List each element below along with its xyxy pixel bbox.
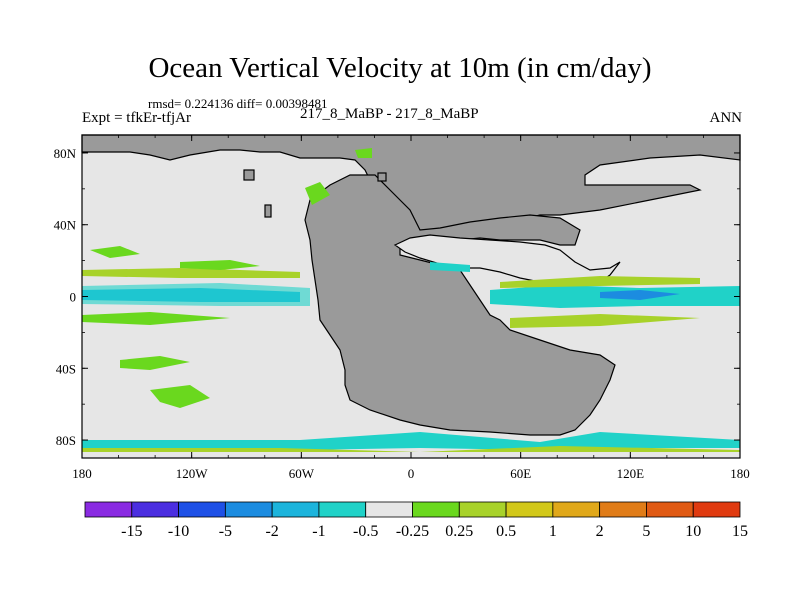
colorbar-label: -5 bbox=[219, 523, 232, 540]
island-2 bbox=[264, 204, 272, 218]
island-1 bbox=[243, 169, 255, 181]
tethys-patch bbox=[430, 262, 470, 272]
lat-tick-label: 40S bbox=[56, 361, 76, 376]
colorbar-swatch bbox=[84, 501, 133, 518]
lon-tick-label: 120E bbox=[617, 466, 645, 481]
colorbar-swatch bbox=[178, 501, 226, 518]
colorbar-label: -10 bbox=[168, 523, 189, 540]
north-pacific-patch bbox=[90, 246, 140, 258]
colorbar-swatch bbox=[412, 501, 460, 518]
map-panel bbox=[81, 134, 741, 459]
lon-tick-label: 60E bbox=[510, 466, 531, 481]
lon-tick-label: 0 bbox=[408, 466, 415, 481]
colorbar-label: -0.25 bbox=[396, 523, 429, 540]
equatorial-upwelling-west-inner bbox=[82, 283, 310, 306]
colorbar-swatch bbox=[224, 501, 273, 518]
colorbar: -15 -10 -5 -2 -1 -0.5 -0.25 0.25 0.5 1 2 5 10 15 bbox=[84, 501, 748, 540]
lon-tick-label: 180 bbox=[730, 466, 750, 481]
colorbar-swatch bbox=[318, 501, 367, 518]
southern-patch-2 bbox=[150, 385, 210, 408]
velocity-contours bbox=[82, 148, 740, 452]
plot-title: Ocean Vertical Velocity at 10m (in cm/da… bbox=[148, 52, 652, 84]
lat-tick-label: 80S bbox=[56, 433, 76, 448]
colorbar-swatch bbox=[692, 501, 741, 518]
lon-tick-label: 60W bbox=[289, 466, 315, 481]
land-masses bbox=[81, 134, 741, 436]
equatorial-upwelling-east-core bbox=[600, 290, 680, 300]
colorbar-swatch bbox=[271, 501, 320, 518]
colorbar-swatch bbox=[365, 501, 413, 518]
colorbar-label: -15 bbox=[121, 523, 142, 540]
lon-axis: 180 120W 60W 0 60E 120E 180 bbox=[72, 135, 750, 481]
colorbar-label: -2 bbox=[265, 523, 278, 540]
colorbar-swatch bbox=[131, 501, 179, 518]
colorbar-swatch bbox=[552, 501, 601, 518]
colorbar-label: 2 bbox=[596, 523, 604, 540]
colorbar-label: 15 bbox=[732, 523, 748, 540]
north-pacific-patch-2 bbox=[180, 260, 260, 270]
colorbar-swatch bbox=[646, 501, 694, 518]
equatorial-downwelling-south-east bbox=[510, 314, 700, 328]
colorbar-label: 10 bbox=[685, 523, 701, 540]
colorbar-label: 0.5 bbox=[496, 523, 516, 540]
equatorial-downwelling-south-west bbox=[82, 312, 230, 325]
colorbar-swatch bbox=[505, 501, 554, 518]
southern-band-green bbox=[82, 446, 740, 452]
lat-axis: 80N 40N 0 40S 80S bbox=[54, 146, 740, 448]
lat-tick-label: 40N bbox=[54, 218, 77, 233]
colorbar-swatch bbox=[458, 501, 507, 518]
colorbar-swatch bbox=[599, 501, 647, 518]
arctic-patch bbox=[355, 148, 372, 158]
colorbar-label: -0.5 bbox=[353, 523, 378, 540]
rmsd-stats: rmsd= 0.224136 diff= 0.00398481 bbox=[148, 96, 328, 111]
colorbar-label: -1 bbox=[312, 523, 325, 540]
season-label: ANN bbox=[709, 110, 743, 126]
colorbar-label: 1 bbox=[549, 523, 557, 540]
land-pangea bbox=[304, 174, 616, 436]
case-subtitle: 217_8_MaBP - 217_8_MaBP bbox=[300, 106, 479, 122]
lat-tick-label: 0 bbox=[70, 290, 77, 305]
lat-tick-label: 80N bbox=[54, 146, 77, 161]
northern-coast-patch bbox=[305, 182, 330, 205]
southern-patch-1 bbox=[120, 356, 190, 370]
lon-tick-label: 180 bbox=[72, 466, 92, 481]
lon-tick-label: 120W bbox=[176, 466, 209, 481]
colorbar-label: 5 bbox=[642, 523, 650, 540]
island-3 bbox=[377, 172, 387, 182]
colorbar-label: 0.25 bbox=[445, 523, 473, 540]
equatorial-downwelling-north-east bbox=[500, 276, 700, 288]
experiment-label: Expt = tfkEr-tfjAr bbox=[82, 110, 191, 126]
equatorial-downwelling-north-west bbox=[82, 268, 300, 278]
